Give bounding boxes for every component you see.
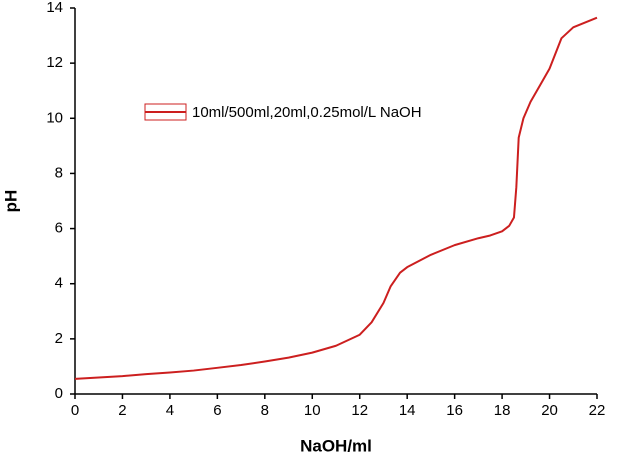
x-tick-label: 14 (399, 402, 416, 419)
x-tick-label: 20 (541, 402, 558, 419)
x-tick-label: 0 (71, 402, 79, 419)
legend: 10ml/500ml,20ml,0.25mol/L NaOH (144, 103, 422, 121)
x-axis-title: NaOH/ml (300, 436, 372, 455)
y-tick-label: 0 (55, 385, 63, 402)
y-tick-label: 4 (55, 275, 63, 292)
legend-label: 10ml/500ml,20ml,0.25mol/L NaOH (192, 104, 422, 121)
y-tick-label: 14 (46, 0, 63, 16)
y-axis-title: pH (1, 190, 20, 213)
y-tick-label: 8 (55, 164, 63, 181)
y-tick-label: 12 (46, 54, 63, 71)
data-line (74, 16, 598, 380)
x-tick-label: 8 (261, 402, 269, 419)
x-tick-label: 4 (166, 402, 174, 419)
x-tick-label: 12 (351, 402, 368, 419)
x-tick-label: 10 (304, 402, 321, 419)
x-tick-label: 2 (118, 402, 126, 419)
x-tick-label: 22 (589, 402, 606, 419)
x-tick-label: 6 (213, 402, 221, 419)
y-tick-label: 2 (55, 330, 63, 347)
x-tick-label: 16 (446, 402, 463, 419)
x-tick-label: 18 (494, 402, 511, 419)
y-tick-label: 10 (46, 109, 63, 126)
y-tick-label: 6 (55, 220, 63, 237)
